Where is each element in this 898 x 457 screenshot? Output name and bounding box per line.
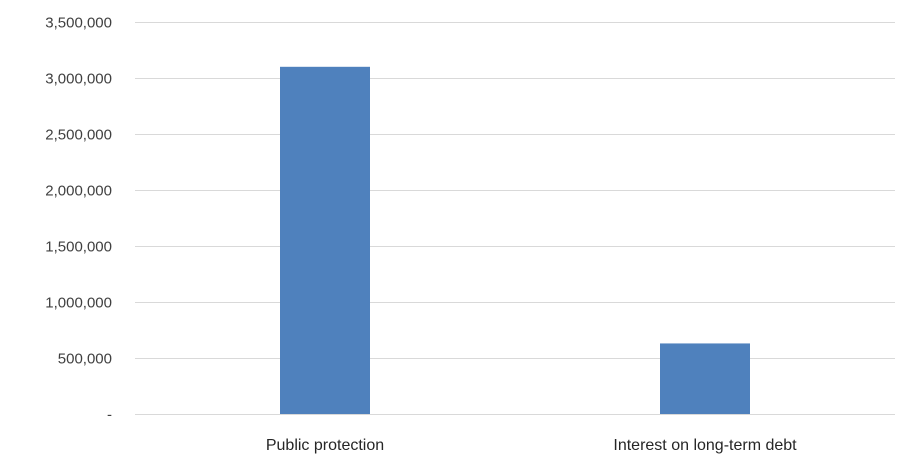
y-tick-label: 1,500,000 — [45, 239, 112, 256]
x-axis: Public protection Interest on long-term d… — [266, 437, 797, 454]
y-tick-label: 2,000,000 — [45, 183, 112, 200]
y-tick-label: 2,500,000 — [45, 127, 112, 144]
y-tick-label: 3,000,000 — [45, 71, 112, 88]
bar-interest-on-long-term-debt — [660, 343, 750, 414]
y-tick-label: 1,000,000 — [45, 295, 112, 312]
y-axis: - 500,000 1,000,000 1,500,000 2,000,000 2,500… — [45, 15, 112, 424]
y-tick-label: 3,500,000 — [45, 15, 112, 32]
x-category-label: Interest on long-term debt — [613, 437, 797, 454]
x-category-label: Public protection — [266, 437, 384, 454]
bar-public-protection — [280, 66, 370, 415]
bars — [280, 66, 750, 415]
y-tick-label: - — [107, 407, 112, 424]
gridlines — [135, 22, 895, 415]
y-tick-label: 500,000 — [58, 351, 112, 368]
